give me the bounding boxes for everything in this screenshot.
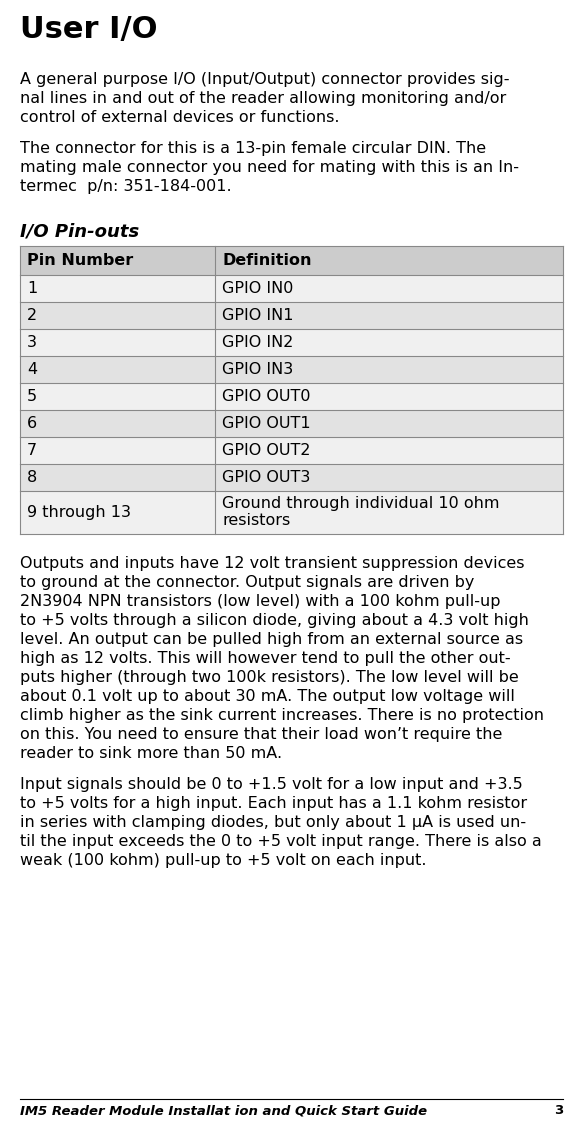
Text: resistors: resistors [222, 513, 290, 528]
Text: control of external devices or functions.: control of external devices or functions… [20, 110, 339, 125]
Text: termec  p/n: 351-184-001.: termec p/n: 351-184-001. [20, 180, 231, 194]
Bar [20, 410, 563, 437]
Text: to +5 volts for a high input. Each input has a 1.1 kohm resistor: to +5 volts for a high input. Each input… [20, 796, 527, 811]
Text: GPIO OUT3: GPIO OUT3 [222, 470, 310, 485]
Text: to +5 volts through a silicon diode, giving about a 4.3 volt high: to +5 volts through a silicon diode, giv… [20, 613, 529, 628]
Text: Input signals should be 0 to +1.5 volt for a low input and +3.5: Input signals should be 0 to +1.5 volt f… [20, 777, 523, 793]
Text: til the input exceeds the 0 to +5 volt input range. There is also a: til the input exceeds the 0 to +5 volt i… [20, 834, 542, 849]
Text: nal lines in and out of the reader allowing monitoring and/or: nal lines in and out of the reader allow… [20, 91, 506, 106]
Text: level. An output can be pulled high from an external source as: level. An output can be pulled high from… [20, 632, 523, 647]
Bar [20, 301, 563, 329]
Text: mating male connector you need for mating with this is an In-: mating male connector you need for matin… [20, 160, 519, 175]
Text: Definition: Definition [222, 253, 311, 268]
Text: GPIO IN0: GPIO IN0 [222, 281, 293, 296]
Bar [20, 464, 563, 491]
Text: climb higher as the sink current increases. There is no protection: climb higher as the sink current increas… [20, 708, 544, 723]
Text: Pin Number: Pin Number [27, 253, 134, 268]
Bar [20, 246, 563, 275]
Text: 5: 5 [27, 390, 37, 404]
Bar [20, 329, 563, 356]
Text: 7: 7 [27, 443, 37, 458]
Text: GPIO IN1: GPIO IN1 [222, 308, 293, 323]
Text: reader to sink more than 50 mA.: reader to sink more than 50 mA. [20, 746, 282, 761]
Bar [20, 437, 563, 464]
Text: 6: 6 [27, 415, 37, 431]
Text: 8: 8 [27, 470, 37, 485]
Text: The connector for this is a 13-pin female circular DIN. The: The connector for this is a 13-pin femal… [20, 141, 486, 156]
Text: weak (100 kohm) pull-up to +5 volt on each input.: weak (100 kohm) pull-up to +5 volt on ea… [20, 854, 427, 868]
Bar [20, 383, 563, 410]
Bar [20, 356, 563, 383]
Text: to ground at the connector. Output signals are driven by: to ground at the connector. Output signa… [20, 575, 475, 590]
Text: IM5 Reader Module Installat ion and Quick Start Guide: IM5 Reader Module Installat ion and Quic… [20, 1104, 427, 1117]
Text: GPIO OUT2: GPIO OUT2 [222, 443, 311, 458]
Text: GPIO IN3: GPIO IN3 [222, 362, 293, 377]
Text: GPIO OUT0: GPIO OUT0 [222, 390, 311, 404]
Text: GPIO OUT1: GPIO OUT1 [222, 415, 311, 431]
Text: I/O Pin-outs: I/O Pin-outs [20, 222, 139, 240]
Text: 1: 1 [27, 281, 37, 296]
Text: A general purpose I/O (Input/Output) connector provides sig-: A general purpose I/O (Input/Output) con… [20, 72, 510, 87]
Text: 3: 3 [27, 335, 37, 350]
Text: 2: 2 [27, 308, 37, 323]
Text: Outputs and inputs have 12 volt transient suppression devices: Outputs and inputs have 12 volt transien… [20, 555, 525, 571]
Text: GPIO IN2: GPIO IN2 [222, 335, 293, 350]
Bar [20, 275, 563, 301]
Text: 2N3904 NPN transistors (low level) with a 100 kohm pull-up: 2N3904 NPN transistors (low level) with … [20, 594, 500, 609]
Text: puts higher (through two 100k resistors). The low level will be: puts higher (through two 100k resistors)… [20, 669, 519, 685]
Text: 3: 3 [554, 1104, 563, 1117]
Text: 4: 4 [27, 362, 37, 377]
Text: high as 12 volts. This will however tend to pull the other out-: high as 12 volts. This will however tend… [20, 651, 511, 666]
Bar [20, 491, 563, 534]
Text: User I/O: User I/O [20, 15, 157, 44]
Text: 9 through 13: 9 through 13 [27, 505, 131, 520]
Text: about 0.1 volt up to about 30 mA. The output low voltage will: about 0.1 volt up to about 30 mA. The ou… [20, 689, 515, 704]
Text: Ground through individual 10 ohm: Ground through individual 10 ohm [222, 496, 500, 511]
Text: on this. You need to ensure that their load won’t require the: on this. You need to ensure that their l… [20, 727, 503, 742]
Text: in series with clamping diodes, but only about 1 μA is used un-: in series with clamping diodes, but only… [20, 815, 526, 830]
